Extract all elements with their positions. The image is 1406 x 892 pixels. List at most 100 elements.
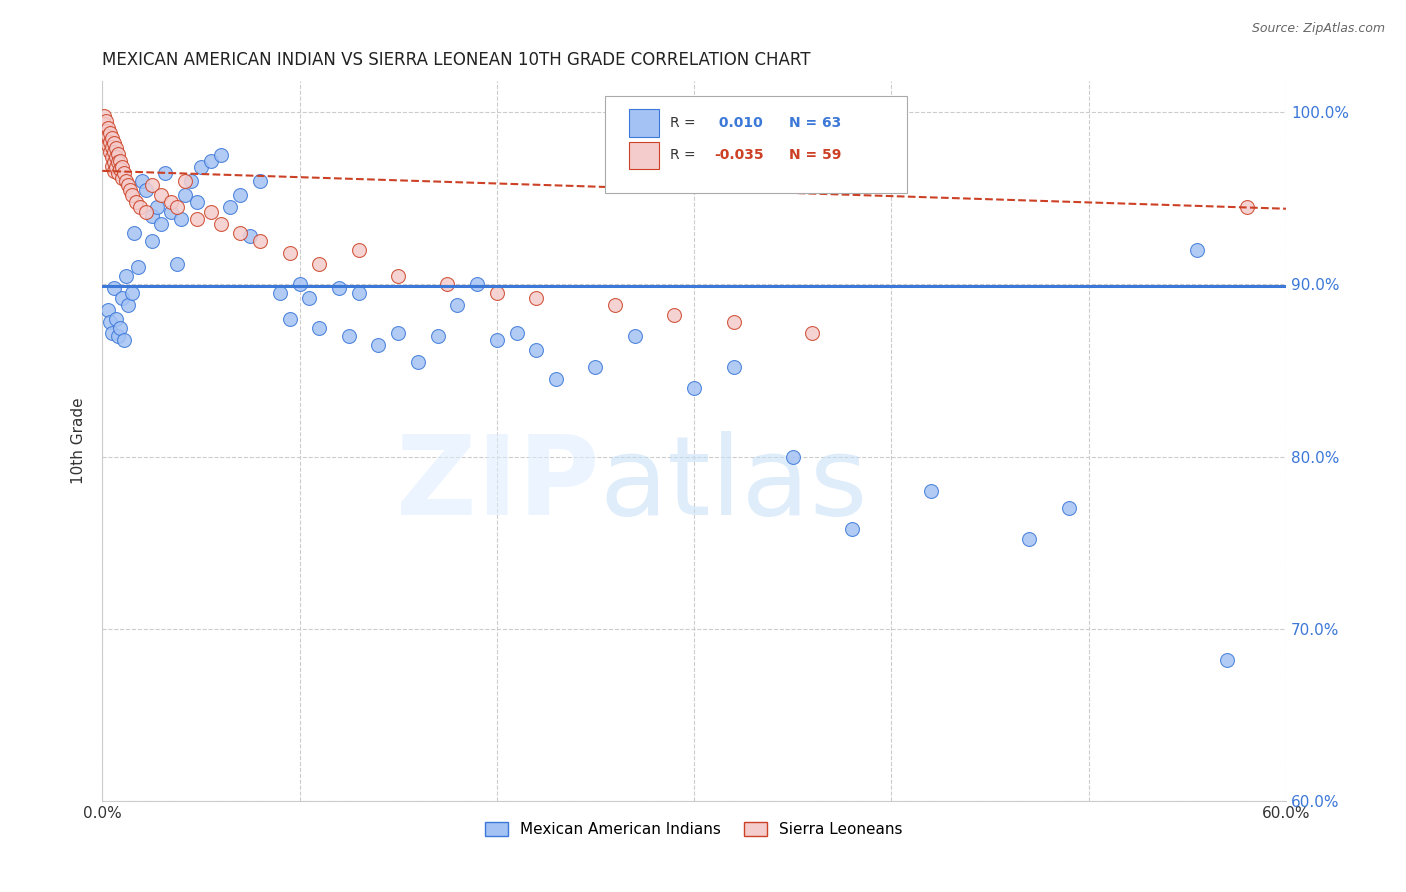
Point — [141, 235, 163, 249]
Point — [103, 155, 125, 169]
Point — [107, 165, 129, 179]
Point — [249, 235, 271, 249]
Point — [108, 320, 131, 334]
Point — [347, 243, 370, 257]
Point — [117, 178, 139, 192]
Point — [97, 138, 120, 153]
Point — [135, 205, 157, 219]
Point — [1185, 243, 1208, 257]
Point — [160, 194, 183, 209]
Point — [426, 329, 449, 343]
Text: MEXICAN AMERICAN INDIAN VS SIERRA LEONEAN 10TH GRADE CORRELATION CHART: MEXICAN AMERICAN INDIAN VS SIERRA LEONEA… — [103, 51, 811, 69]
Point — [328, 281, 350, 295]
Point — [249, 174, 271, 188]
Point — [166, 257, 188, 271]
Point — [485, 333, 508, 347]
Point — [239, 229, 262, 244]
Point — [141, 209, 163, 223]
FancyBboxPatch shape — [606, 95, 907, 193]
Point — [122, 226, 145, 240]
Point — [229, 226, 252, 240]
Point — [111, 170, 134, 185]
Text: R =: R = — [671, 116, 700, 130]
Y-axis label: 10th Grade: 10th Grade — [72, 398, 86, 484]
Point — [347, 286, 370, 301]
Point — [269, 286, 291, 301]
Point — [1018, 533, 1040, 547]
Point — [135, 183, 157, 197]
Point — [107, 155, 129, 169]
Point — [103, 145, 125, 159]
Point — [107, 146, 129, 161]
Point — [288, 277, 311, 292]
Point — [200, 153, 222, 168]
Legend: Mexican American Indians, Sierra Leoneans: Mexican American Indians, Sierra Leonean… — [479, 816, 910, 844]
Point — [101, 326, 124, 340]
Point — [801, 326, 824, 340]
Point — [108, 162, 131, 177]
Point — [337, 329, 360, 343]
Point — [105, 312, 128, 326]
Point — [524, 343, 547, 357]
Point — [920, 483, 942, 498]
Point — [103, 281, 125, 295]
Point — [105, 161, 128, 175]
Text: -0.035: -0.035 — [714, 148, 763, 162]
Point — [112, 333, 135, 347]
Point — [1216, 653, 1239, 667]
Text: R =: R = — [671, 148, 700, 162]
Point — [97, 129, 120, 144]
Point — [101, 140, 124, 154]
Point — [174, 188, 197, 202]
Point — [101, 131, 124, 145]
Point — [278, 246, 301, 260]
Point — [150, 188, 173, 202]
Point — [782, 450, 804, 464]
Point — [170, 212, 193, 227]
Text: ZIP: ZIP — [396, 431, 599, 538]
Point — [1236, 200, 1258, 214]
Text: N = 59: N = 59 — [789, 148, 841, 162]
Point — [155, 165, 177, 179]
Point — [723, 360, 745, 375]
Point — [96, 133, 118, 147]
Point — [101, 150, 124, 164]
Point — [1057, 501, 1080, 516]
Point — [465, 277, 488, 292]
Point — [209, 217, 232, 231]
Point — [115, 174, 138, 188]
Point — [97, 303, 120, 318]
Point — [186, 194, 208, 209]
Point — [436, 277, 458, 292]
Point — [121, 188, 143, 202]
Point — [583, 360, 606, 375]
Point — [93, 109, 115, 123]
Point — [97, 120, 120, 135]
Point — [107, 329, 129, 343]
Point — [367, 337, 389, 351]
Point — [160, 205, 183, 219]
Point — [117, 298, 139, 312]
Point — [200, 205, 222, 219]
Point — [723, 315, 745, 329]
Text: N = 63: N = 63 — [789, 116, 841, 130]
Point — [146, 200, 169, 214]
Point — [219, 200, 242, 214]
Point — [278, 312, 301, 326]
Point — [166, 200, 188, 214]
Point — [446, 298, 468, 312]
Point — [505, 326, 527, 340]
Point — [96, 124, 118, 138]
Point — [111, 161, 134, 175]
Point — [524, 291, 547, 305]
Point — [190, 161, 212, 175]
Point — [387, 326, 409, 340]
FancyBboxPatch shape — [628, 110, 658, 136]
Point — [664, 309, 686, 323]
Point — [98, 145, 121, 159]
Point — [544, 372, 567, 386]
Point — [406, 355, 429, 369]
Point — [121, 286, 143, 301]
Point — [98, 126, 121, 140]
Point — [93, 117, 115, 131]
